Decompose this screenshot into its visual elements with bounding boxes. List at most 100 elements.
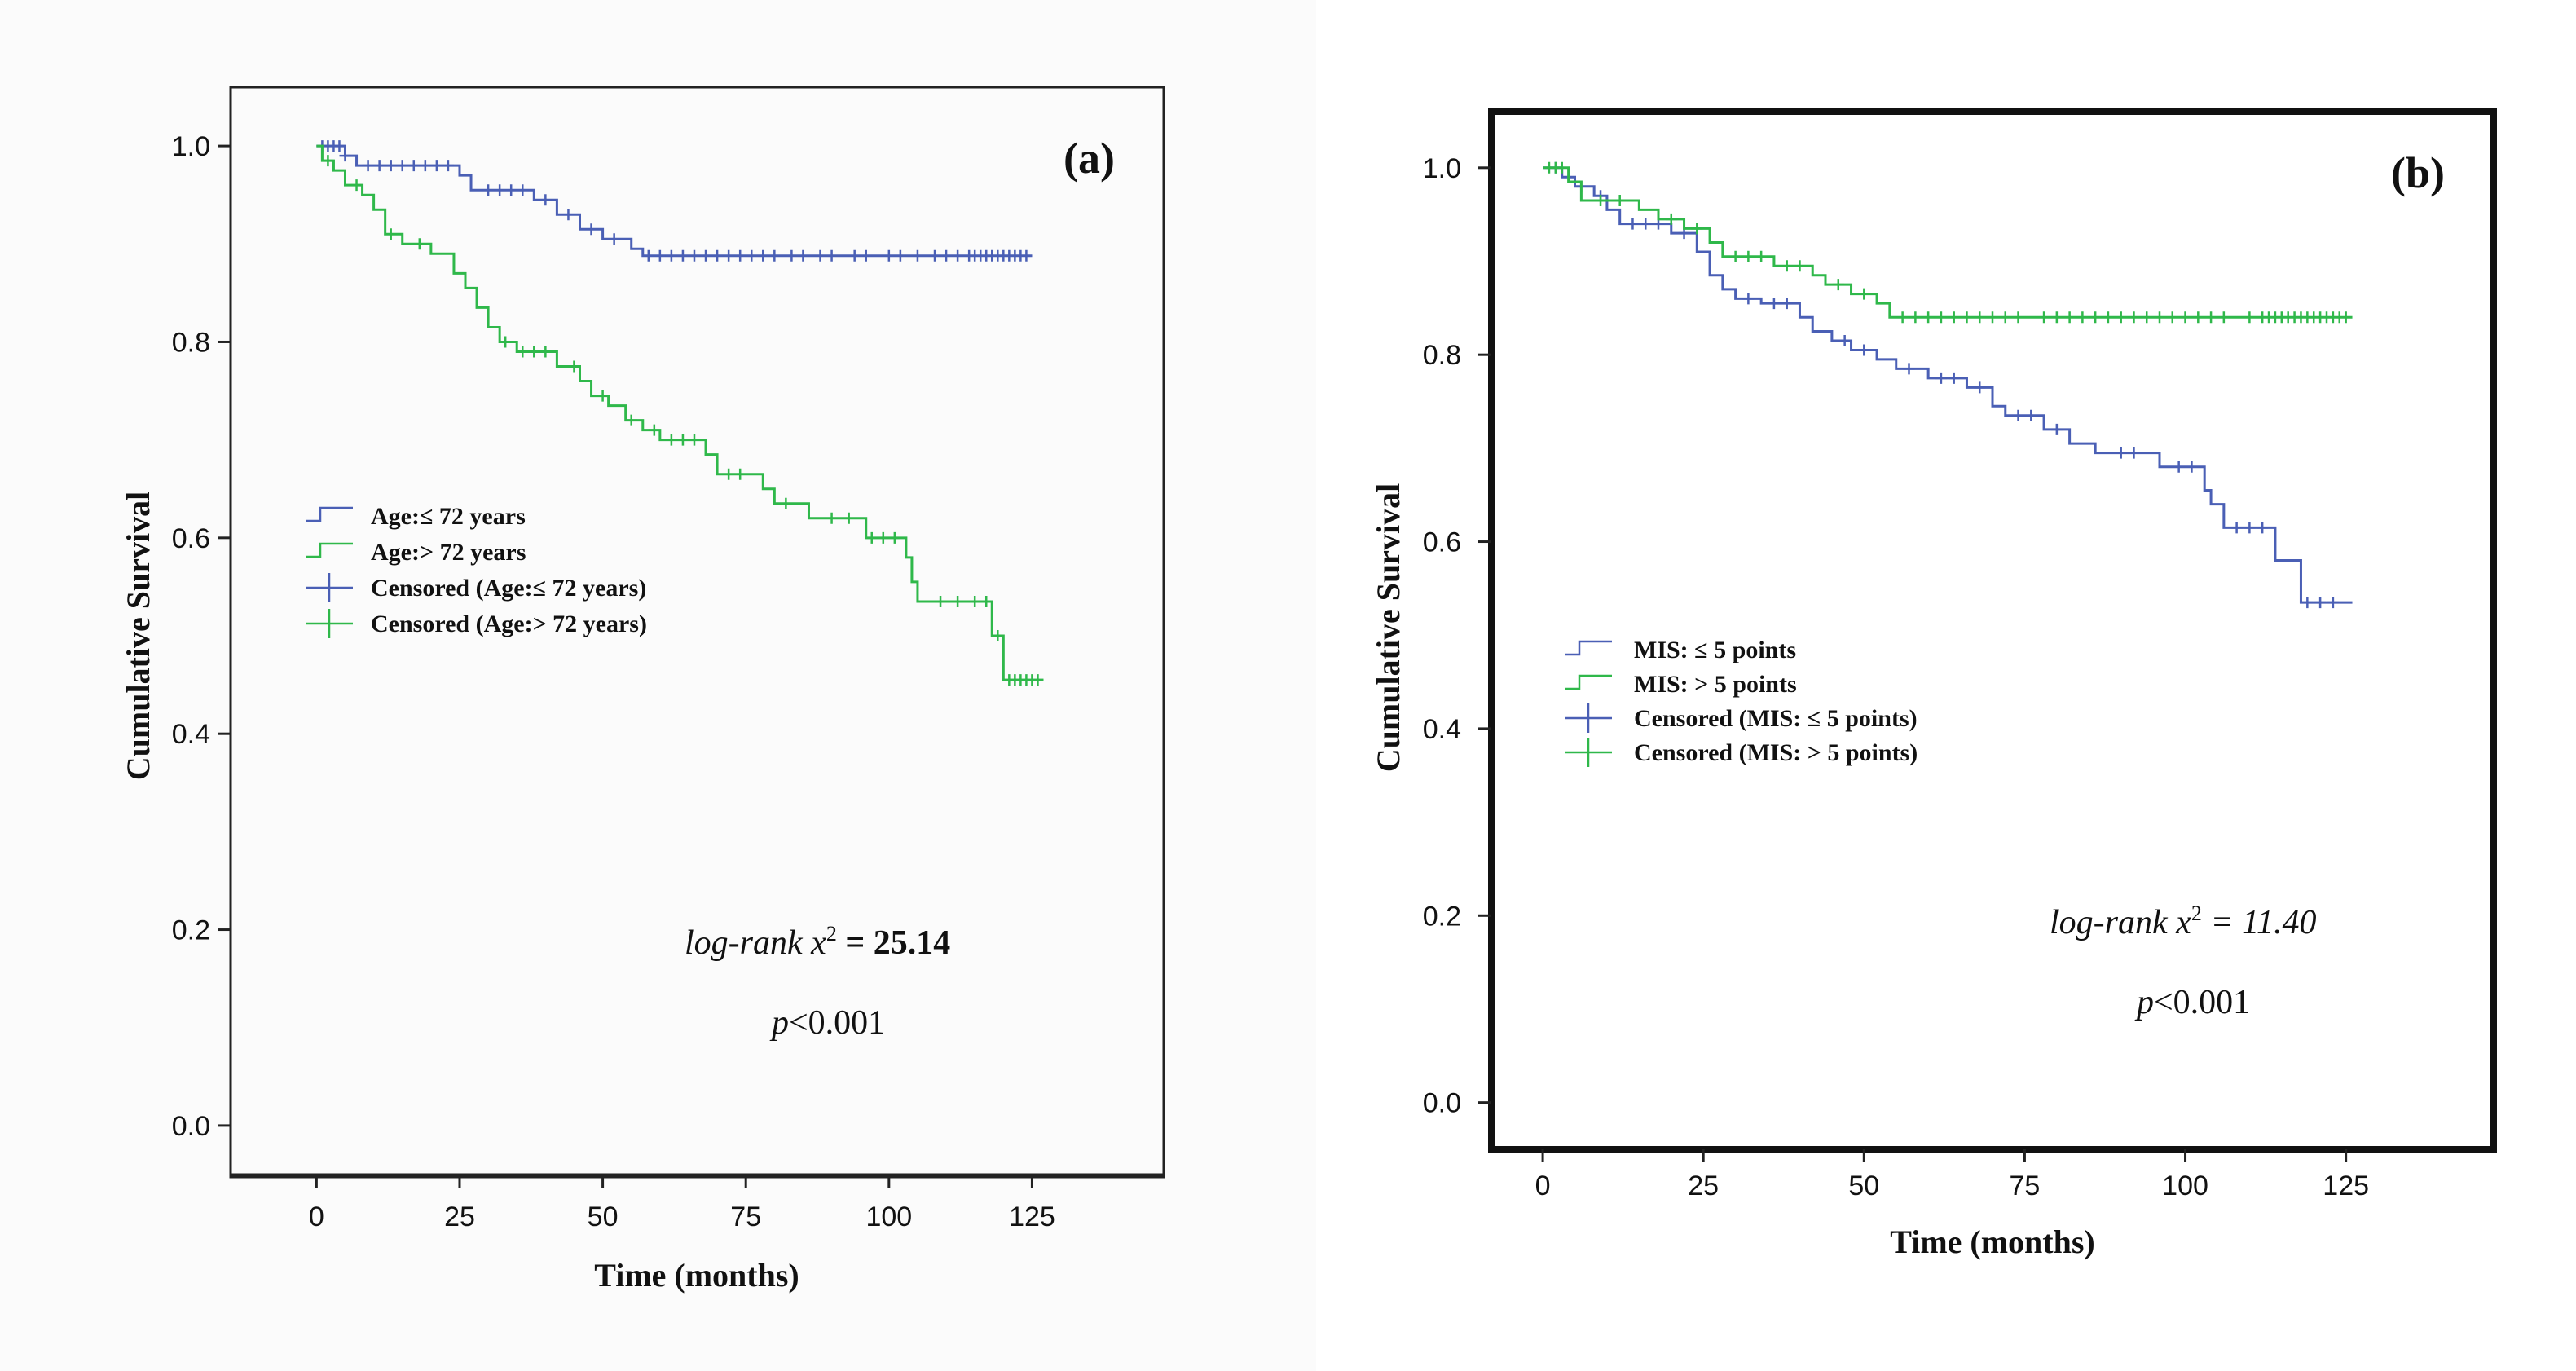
panel-a-series-2-censor-mark bbox=[877, 531, 889, 544]
panel-a-legend-symbol-4 bbox=[306, 609, 353, 638]
panel-b-legend-label-4: Censored (MIS: > 5 points) bbox=[1634, 739, 1918, 766]
panel-a-series-2-censor-mark bbox=[517, 346, 529, 358]
panel-a-series-1-censor-mark bbox=[339, 150, 351, 162]
panel-b-series-1-censor-mark bbox=[1948, 372, 1960, 384]
panel-b-stat-var: x bbox=[2175, 904, 2191, 941]
panel-b-series-1-censor-mark bbox=[1742, 293, 1755, 305]
panel-a-series-2-censor-mark bbox=[723, 468, 735, 480]
panel-b-y-axis: 0.0 0.2 0.4 0.6 0.8 1.0 bbox=[1423, 153, 1491, 1119]
panel-a-ytick-label: 0.8 bbox=[172, 327, 210, 358]
panel-a-xtick-label: 125 bbox=[1009, 1201, 1055, 1232]
panel-b-series-1-censor-mark bbox=[1974, 381, 1986, 394]
panel-a-stat-prefix: log-rank bbox=[685, 924, 811, 962]
panel-a-series-1-censor-mark bbox=[396, 160, 408, 172]
panel-a-y-axis: 0.0 0.2 0.4 0.6 0.8 1.0 bbox=[172, 131, 231, 1142]
panel-b-series-1-censor-mark bbox=[1903, 363, 1915, 375]
panel-b-series-2-censor-mark bbox=[1858, 288, 1870, 300]
panel-a-series-1-censor-mark bbox=[894, 249, 906, 262]
panel-a-xtick-label: 25 bbox=[444, 1201, 475, 1232]
panel-a-series bbox=[316, 140, 1044, 686]
panel-a-series-1-censor-mark bbox=[746, 249, 758, 262]
panel-b-series-2-censor-mark bbox=[2340, 311, 2352, 324]
panel-a-series-2-censor-mark bbox=[1032, 674, 1044, 686]
panel-b-series-1-censor-mark bbox=[2257, 522, 2269, 534]
panel-a-series-2-censor-mark bbox=[500, 336, 512, 348]
panel-a-ytick-label: 1.0 bbox=[172, 131, 210, 162]
panel-b-series-1-curve bbox=[1543, 166, 2353, 604]
panel-b-series-1-censor-mark bbox=[1627, 218, 1639, 230]
panel-a-series-1-censor-mark bbox=[826, 249, 838, 262]
panel-a-legend-label-3: Censored (Age:≤ 72 years) bbox=[371, 575, 646, 602]
panel-b-series-1-censor-mark bbox=[2314, 597, 2327, 609]
panel-b-xtick-label: 100 bbox=[2162, 1170, 2208, 1201]
panel-a-series-1-censor-mark bbox=[442, 160, 454, 172]
panel-a-chart: 0.0 0.2 0.4 0.6 0.8 1.0 0 25 50 75 100 125 Time (m… bbox=[120, 86, 1165, 1294]
panel-b-legend-symbol-4 bbox=[1565, 738, 1612, 767]
panel-a-series-2-censor-mark bbox=[413, 238, 425, 250]
panel-b-series-2-curve bbox=[1543, 166, 2353, 319]
panel-a-ytick-label: 0.2 bbox=[172, 915, 210, 946]
panel-b-series-1-censor-mark bbox=[1768, 298, 1780, 310]
panel-a-legend-symbol-3 bbox=[306, 573, 353, 602]
panel-a-series-1-censor-mark bbox=[539, 194, 552, 206]
panel-a-series-2-censor-mark bbox=[625, 414, 637, 426]
panel-b-legend-label-1: MIS: ≤ 5 points bbox=[1634, 637, 1796, 663]
panel-a-plot-frame bbox=[229, 86, 1165, 1179]
panel-b-series-2-censor-mark bbox=[1614, 194, 1626, 206]
panel-a-series-1-censor-mark bbox=[814, 249, 826, 262]
panel-a-series-1-censor-mark bbox=[929, 249, 941, 262]
panel-a-legend-label-2: Age:> 72 years bbox=[371, 539, 526, 566]
panel-a-series-2-censor-mark bbox=[935, 595, 947, 607]
panel-a-x-axis: 0 25 50 75 100 125 bbox=[309, 1175, 1055, 1232]
panel-a-series-1-censor-mark bbox=[688, 249, 700, 262]
panel-a-ytick-label: 0.4 bbox=[172, 719, 210, 750]
panel-a-series-1-censor-mark bbox=[362, 160, 374, 172]
panel-a-series-2-censor-mark bbox=[688, 434, 700, 446]
panel-b-legend-label-3: Censored (MIS: ≤ 5 points) bbox=[1634, 705, 1918, 732]
panel-b-series-1-censor-mark bbox=[1781, 298, 1793, 310]
panel-a-series-2-censor-mark bbox=[992, 630, 1004, 642]
panel-a-p-var: p bbox=[769, 1004, 789, 1042]
panel-a-series-2-censor-mark bbox=[322, 155, 334, 167]
panel-a-series-1-censor-mark bbox=[848, 249, 861, 262]
panel-b-ytick-label: 0.4 bbox=[1423, 714, 1461, 745]
panel-b-series-1-censor-mark bbox=[2230, 522, 2243, 534]
panel-b-series-2-censor-mark bbox=[2089, 311, 2102, 324]
panel-a-series-2-censor-mark bbox=[385, 228, 397, 240]
panel-b-p-var: p bbox=[2134, 984, 2154, 1021]
panel-a-series-1-censor-mark bbox=[407, 160, 420, 172]
panel-a-series-1-censor-mark bbox=[952, 249, 964, 262]
panel-b-xtick-label: 75 bbox=[2010, 1170, 2041, 1201]
panel-a-series-1-censor-mark bbox=[333, 140, 346, 152]
panel-b-series-2-censor-mark bbox=[2038, 311, 2050, 324]
panel-b-series-2-censor-mark bbox=[2050, 311, 2063, 324]
panel-b-series-2-censor-mark bbox=[1729, 250, 1742, 262]
panel-b-chart: 0.0 0.2 0.4 0.6 0.8 1.0 0 25 50 75 100 125 Time (m… bbox=[1370, 108, 2497, 1260]
panel-b-series-1-censor-mark bbox=[2025, 409, 2037, 421]
panel-b-stat-value: = 11.40 bbox=[2202, 904, 2317, 941]
panel-b-series-2-censor-mark bbox=[2205, 311, 2217, 324]
panel-a-stat-sup: 2 bbox=[826, 922, 837, 946]
panel-b-series-2-censor-mark bbox=[2244, 311, 2256, 324]
panel-a-series-1-censor-mark bbox=[723, 249, 735, 262]
panel-a-xtick-label: 100 bbox=[865, 1201, 912, 1232]
panel-b-series-2-censor-mark bbox=[1781, 260, 1793, 272]
panel-a-series-1-censor-mark bbox=[517, 184, 529, 196]
panel-a-series-1-censor-mark bbox=[562, 209, 575, 221]
panel-b-series-1-censor-mark bbox=[2301, 597, 2314, 609]
panel-b-stat-sup: 2 bbox=[2191, 902, 2202, 925]
panel-b-legend-symbol-3 bbox=[1565, 703, 1612, 733]
panel-b-legend-label-2: MIS: > 5 points bbox=[1634, 671, 1797, 698]
panel-a-series-1-censor-mark bbox=[419, 160, 431, 172]
panel-a-series-1-censor-mark bbox=[734, 249, 746, 262]
panel-a-series-1-censor-mark bbox=[711, 249, 724, 262]
panel-b-y-axis-title: Cumulative Survival bbox=[1370, 483, 1407, 772]
panel-a-series-2-censor-mark bbox=[780, 497, 792, 509]
panel-b-series-2-censor-mark bbox=[2166, 311, 2178, 324]
panel-b-background bbox=[1316, 0, 2576, 1371]
panel-b-series-2-censor-mark bbox=[1755, 250, 1768, 262]
panel-b-xtick-label: 125 bbox=[2323, 1170, 2369, 1201]
panel-b-series-2-censor-mark bbox=[1896, 311, 1909, 324]
panel-b-legend: MIS: ≤ 5 points MIS: > 5 points Censored (… bbox=[1565, 637, 1918, 767]
